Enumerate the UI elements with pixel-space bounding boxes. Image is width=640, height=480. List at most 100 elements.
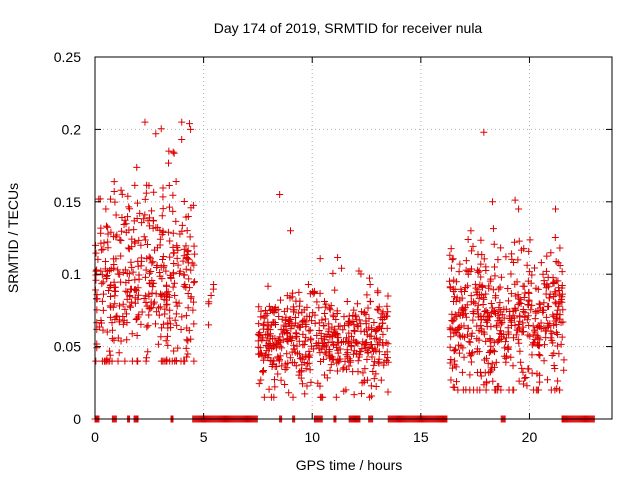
chart-title: Day 174 of 2019, SRMTID for receiver nul… <box>214 20 483 36</box>
data-point <box>150 298 158 306</box>
data-point <box>190 242 198 250</box>
data-point <box>487 275 495 283</box>
data-point <box>450 347 458 355</box>
data-point <box>285 316 293 324</box>
data-point <box>111 300 119 308</box>
data-point <box>497 244 505 252</box>
data-point <box>477 260 485 268</box>
data-point <box>482 386 490 394</box>
data-point <box>460 353 468 361</box>
data-point <box>459 344 467 352</box>
data-point <box>473 291 481 299</box>
data-point <box>485 313 493 321</box>
data-point <box>509 362 517 370</box>
data-point <box>97 229 105 237</box>
data-point <box>273 339 281 347</box>
data-point <box>479 301 487 309</box>
data-point <box>135 236 143 244</box>
data-point <box>507 290 515 298</box>
data-point <box>552 205 560 213</box>
data-point <box>316 255 324 263</box>
data-point <box>514 326 522 334</box>
data-point <box>342 338 350 346</box>
data-point <box>119 313 127 321</box>
data-point <box>179 257 187 265</box>
data-point <box>329 311 337 319</box>
data-point <box>302 318 310 326</box>
data-point <box>261 307 269 315</box>
data-point <box>524 365 532 373</box>
data-point <box>118 214 126 222</box>
data-point <box>542 313 550 321</box>
data-point <box>500 314 508 322</box>
data-point <box>543 376 551 384</box>
data-point <box>510 259 518 267</box>
data-point <box>331 286 339 294</box>
data-point <box>366 274 374 282</box>
data-point <box>333 307 341 315</box>
data-point <box>156 303 164 311</box>
data-point <box>518 328 526 336</box>
data-point <box>528 369 536 377</box>
data-point <box>339 326 347 334</box>
data-point <box>143 302 151 310</box>
data-point <box>116 302 124 310</box>
data-point <box>170 279 178 287</box>
data-point <box>178 118 186 126</box>
data-point <box>531 264 539 272</box>
data-point <box>277 338 285 346</box>
data-point <box>174 344 182 352</box>
data-point <box>555 302 563 310</box>
data-point <box>126 302 134 310</box>
data-point <box>123 336 131 344</box>
data-point <box>467 265 475 273</box>
data-point <box>99 278 107 286</box>
data-point <box>281 360 289 368</box>
data-point <box>486 368 494 376</box>
data-point <box>170 260 178 268</box>
data-point <box>340 313 348 321</box>
data-point <box>171 292 179 300</box>
data-point <box>350 391 358 399</box>
data-point <box>99 306 107 314</box>
data-point <box>127 258 135 266</box>
data-point <box>93 325 101 333</box>
data-point <box>180 357 188 365</box>
data-point <box>339 365 347 373</box>
data-point <box>342 351 350 359</box>
data-point <box>207 291 215 299</box>
data-point <box>300 306 308 314</box>
data-point <box>304 281 312 289</box>
data-point <box>119 320 127 328</box>
data-point <box>506 308 514 316</box>
data-point <box>319 355 327 363</box>
data-point <box>348 332 356 340</box>
x-tick-label: 5 <box>200 429 208 445</box>
data-point <box>536 352 544 360</box>
data-point <box>384 340 392 348</box>
data-point <box>550 278 558 286</box>
data-point <box>448 325 456 333</box>
data-point <box>332 330 340 338</box>
data-point <box>265 344 273 352</box>
data-point <box>363 339 371 347</box>
data-point <box>104 223 112 231</box>
data-point <box>131 238 139 246</box>
data-point <box>446 284 454 292</box>
data-point <box>116 236 124 244</box>
data-point <box>490 363 498 371</box>
data-point <box>460 322 468 330</box>
data-point <box>106 267 114 275</box>
data-point <box>353 339 361 347</box>
data-point <box>447 264 455 272</box>
data-point <box>559 318 567 326</box>
data-point <box>92 271 100 279</box>
data-point <box>178 221 186 229</box>
data-point <box>290 341 298 349</box>
data-point <box>295 309 303 317</box>
data-point <box>523 261 531 269</box>
data-point <box>484 317 492 325</box>
data-point <box>362 317 370 325</box>
data-point <box>270 393 278 401</box>
data-point <box>170 149 178 157</box>
